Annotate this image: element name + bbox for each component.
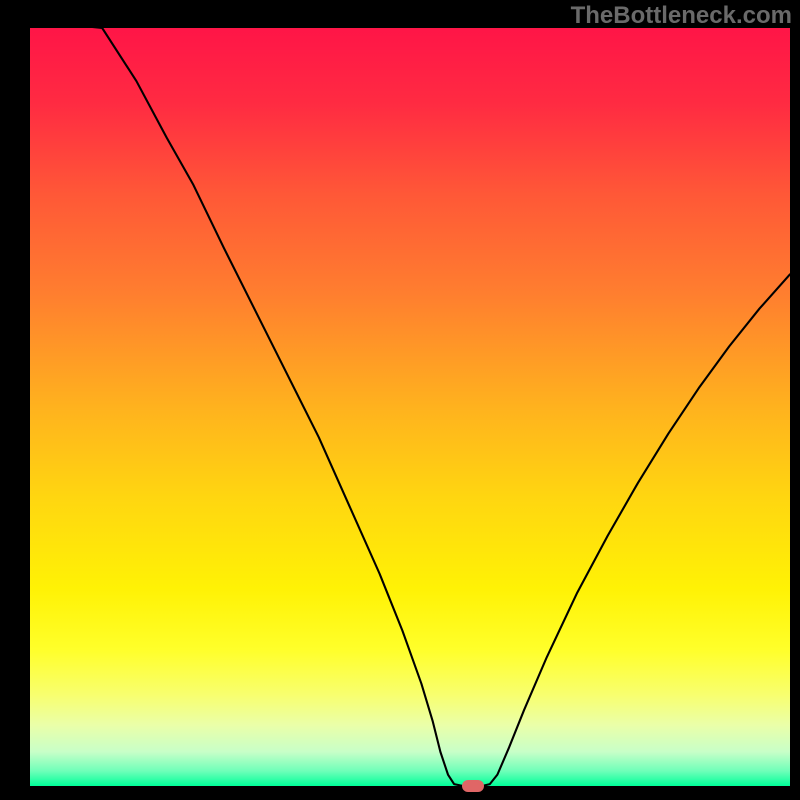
chart-container: TheBottleneck.com [0,0,800,800]
plot-area [30,28,790,786]
chart-svg [30,28,790,786]
gradient-background [30,28,790,786]
optimal-marker [462,780,485,791]
watermark-text: TheBottleneck.com [571,2,792,30]
